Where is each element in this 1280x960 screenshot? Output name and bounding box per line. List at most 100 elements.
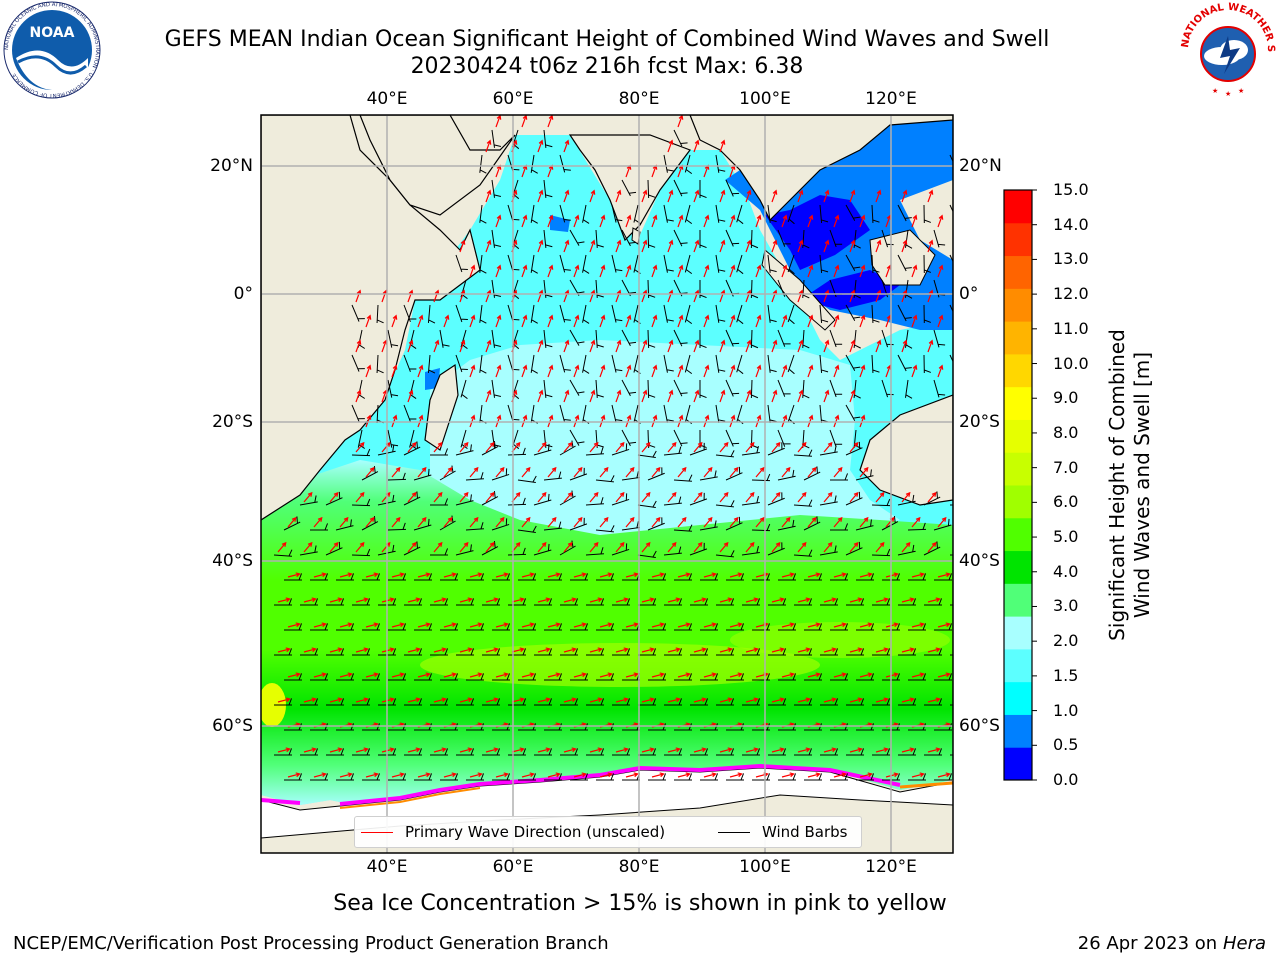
wave-direction-arrow [391,364,398,378]
wind-barb [830,673,849,681]
wind-barb [949,354,953,363]
wave-direction-arrow [433,597,447,603]
wind-barb [430,598,449,606]
footer-host: Hera [1222,933,1266,954]
wind-barb [853,229,861,249]
wave-direction-arrow [807,772,821,778]
wind-barb [742,748,761,756]
wave-direction-arrow [745,541,755,553]
wind-barb [611,304,623,323]
wave-direction-arrow [547,622,561,628]
wind-barb [856,573,875,581]
wind-barb [923,354,932,374]
wave-direction-arrow [313,772,327,778]
colorbar-swatch [1004,255,1032,289]
wave-direction-arrow [485,647,499,653]
wave-direction-arrow [381,697,395,703]
wind-barb [750,329,759,349]
wave-direction-arrow [563,747,577,753]
wind-barb [440,773,459,781]
wind-barb [725,466,743,481]
wave-direction-arrow [495,314,502,328]
wind-barb [595,525,615,533]
wave-direction-arrow [937,264,944,278]
wind-barb [957,380,964,398]
wind-barb [517,475,537,484]
wind-barb [715,354,726,373]
wind-barb [479,304,487,324]
wave-direction-arrow [719,189,726,203]
wind-barb [934,773,953,781]
wave-direction-arrow [781,572,795,578]
wind-barb [595,229,604,248]
wind-barb [674,673,693,681]
colorbar-tick-label: 4.0 [1053,561,1079,581]
wind-barb [569,229,585,246]
wind-barb [569,467,588,481]
wave-direction-arrow [589,697,603,703]
wind-barb [530,354,538,374]
wind-barb [663,154,674,173]
wave-direction-arrow [901,239,908,253]
wave-direction-arrow [703,364,710,378]
wind-barb [336,573,355,581]
wave-direction-arrow [693,491,703,503]
wind-barb [752,773,771,781]
wave-direction-arrow [964,316,969,327]
wave-direction-arrow [355,441,365,453]
wind-barb [491,129,502,148]
lon-tick-top: 40°E [366,89,408,109]
wind-barb [611,204,623,223]
wave-direction-arrow [287,772,301,778]
wind-barb [570,673,589,681]
wind-barb [440,673,459,681]
wind-barb [700,623,719,631]
wind-barb [715,254,726,273]
wave-direction-arrow [937,772,951,778]
wind-barb [544,773,563,781]
wind-barb [430,748,449,756]
wind-barb [845,354,861,371]
lat-tick-right: 20°S [959,412,1000,432]
wind-barb [897,304,912,322]
wave-direction-arrow [615,491,625,503]
wind-barb [820,648,839,656]
wave-direction-arrow [954,341,959,352]
wind-barb [736,204,744,225]
wind-barb [533,443,552,456]
wind-barb [456,648,475,656]
wave-direction-arrow [391,314,398,328]
colorbar-tick-label: 2.0 [1053,631,1079,651]
noaa-logo: NOAA NATIONAL OCEANIC AND ATMOSPHERIC AD… [3,1,101,99]
wind-barb [569,517,588,531]
wind-barb [648,673,667,681]
wave-direction-arrow [885,772,899,778]
wind-barb [466,623,485,631]
wind-barb [648,573,667,581]
wind-barb [569,279,585,296]
wind-barb [845,491,863,506]
wave-direction-arrow [547,466,557,478]
wind-barb [647,179,656,199]
wave-direction-arrow [443,516,453,528]
wave-direction-arrow [459,339,466,353]
wave-direction-arrow [703,672,717,678]
wind-barb [647,329,656,349]
wind-barb [923,541,941,556]
wave-direction-arrow [937,572,951,578]
wind-barb [871,204,880,224]
lon-tick-bottom: 40°E [366,857,408,877]
wind-barb [726,673,745,681]
wave-direction-arrow [573,672,587,678]
wave-direction-arrow [651,516,661,528]
wave-direction-arrow [329,491,339,503]
wind-barb [543,129,553,148]
wave-direction-arrow [719,647,733,653]
lon-tick-bottom: 80°E [618,857,660,877]
wind-barb [299,545,318,556]
wave-direction-arrow [485,441,495,453]
wave-direction-arrow [677,516,687,528]
wave-direction-arrow [875,647,889,653]
colorbar-swatch [1004,616,1032,650]
wind-barb [637,500,657,509]
